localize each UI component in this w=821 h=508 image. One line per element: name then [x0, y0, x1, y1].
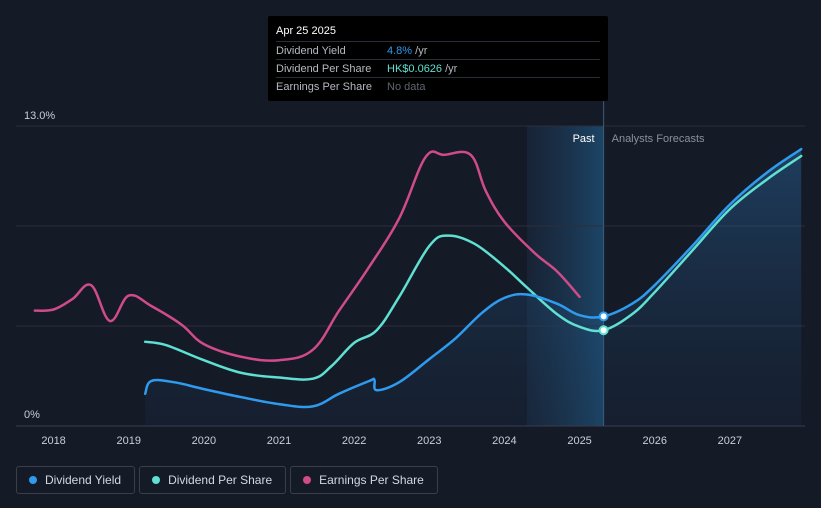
- tooltip-label: Earnings Per Share: [276, 81, 372, 93]
- x-tick-label: 2022: [342, 435, 366, 447]
- tooltip-value: 4.8%: [387, 45, 413, 57]
- tooltip-date: Apr 25 2025: [276, 25, 336, 37]
- cursor-marker-1: [598, 325, 609, 336]
- tooltip-unit: /yr: [412, 45, 428, 57]
- tooltip-value: HK$0.0626: [387, 63, 443, 75]
- legend-dot-icon: [152, 476, 161, 484]
- tooltip-label: Dividend Yield: [276, 45, 346, 57]
- tooltip-unit: /yr: [442, 63, 458, 75]
- chart-legend: Dividend Yield Dividend Per Share Earnin…: [16, 466, 438, 494]
- x-tick-label: 2024: [492, 435, 516, 447]
- tooltip-label: Dividend Per Share: [276, 63, 372, 75]
- past-label: Past: [573, 133, 595, 145]
- series-line-dividend-per-share: [143, 154, 803, 381]
- x-tick-label: 2021: [267, 435, 291, 447]
- chart-tooltip: Apr 25 2025 Dividend Yield 4.8% /yr Divi…: [268, 16, 608, 101]
- cursor-marker-0: [598, 311, 609, 322]
- series-area-0: [145, 149, 802, 426]
- x-tick-label: 2018: [41, 435, 65, 447]
- legend-dot-icon: [29, 476, 37, 484]
- x-tick-label: 2019: [116, 435, 140, 447]
- legend-label: Earnings Per Share: [319, 473, 424, 487]
- legend-label: Dividend Per Share: [168, 473, 273, 487]
- x-tick-label: 2020: [192, 435, 216, 447]
- legend-dot-icon: [303, 476, 312, 484]
- x-tick-label: 2027: [718, 435, 742, 447]
- legend-earnings-per-share[interactable]: Earnings Per Share: [290, 466, 438, 494]
- series-line-earnings-per-share: [33, 150, 581, 362]
- series-line-dividend-yield: [143, 147, 803, 409]
- tooltip-value: No data: [387, 81, 426, 93]
- x-tick-label: 2025: [567, 435, 591, 447]
- y-tick-label-min: 0%: [24, 409, 40, 421]
- legend-label: Dividend Yield: [45, 473, 122, 487]
- y-tick-label-max: 13.0%: [24, 110, 55, 122]
- x-tick-label: 2023: [417, 435, 441, 447]
- tooltip-row-dividend-per-share: Dividend Per Share HK$0.0626 /yr: [276, 59, 600, 77]
- legend-dividend-yield[interactable]: Dividend Yield: [16, 466, 136, 494]
- legend-dividend-per-share[interactable]: Dividend Per Share: [139, 466, 287, 494]
- tooltip-row-dividend-yield: Dividend Yield 4.8% /yr: [276, 41, 600, 59]
- x-tick-label: 2026: [642, 435, 666, 447]
- forecast-label: Analysts Forecasts: [612, 133, 705, 145]
- tooltip-row-earnings-per-share: Earnings Per Share No data: [276, 77, 600, 95]
